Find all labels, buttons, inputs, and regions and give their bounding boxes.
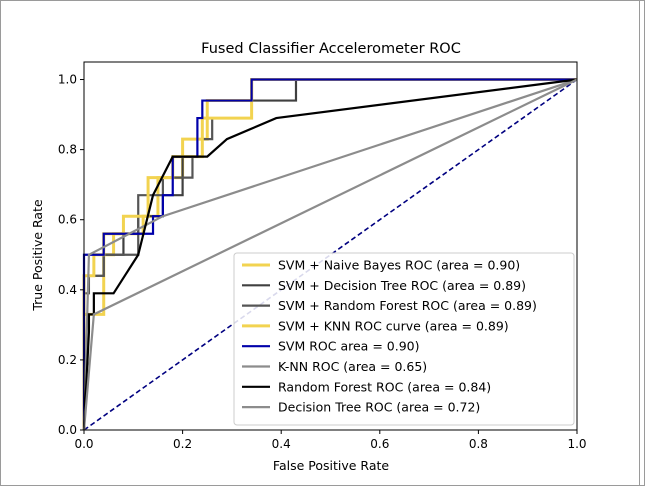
legend-label-6: K-NN ROC (area = 0.65) xyxy=(278,359,427,374)
legend-label-5: SVM ROC area = 0.90) xyxy=(278,339,419,354)
legend: SVM + Naive Bayes ROC (area = 0.90) SVM +… xyxy=(233,252,575,426)
x-axis-label: False Positive Rate xyxy=(273,458,389,473)
y-tick-label: 0.4 xyxy=(58,283,77,297)
plot-area xyxy=(82,61,578,431)
series-line-8 xyxy=(82,78,578,431)
legend-label-8: Decision Tree ROC (area = 0.72) xyxy=(278,400,480,415)
y-tick-label: 0.0 xyxy=(58,423,77,437)
series-line-5 xyxy=(82,78,577,430)
x-tick-label: 0.2 xyxy=(173,437,192,451)
legend-label-1: SVM + Naive Bayes ROC (area = 0.90) xyxy=(278,258,520,273)
series-line-7 xyxy=(82,78,578,431)
legend-box xyxy=(233,252,575,426)
y-tick-label: 1.0 xyxy=(58,73,77,87)
chance-diagonal-line xyxy=(83,78,578,431)
series-layer xyxy=(82,78,578,431)
x-tick-label: 1.0 xyxy=(567,437,586,451)
chart-title: Fused Classifier Accelerometer ROC xyxy=(201,41,461,57)
x-tick-label: 0.8 xyxy=(469,437,488,451)
legend-label-4: SVM + KNN ROC curve (area = 0.89) xyxy=(278,318,509,333)
y-tick-label: 0.8 xyxy=(58,143,77,157)
y-tick-label: 0.6 xyxy=(58,213,77,227)
y-axis: 0.0 0.2 0.4 0.6 0.8 1.0 xyxy=(58,73,84,437)
legend-label-7: Random Forest ROC (area = 0.84) xyxy=(278,379,491,394)
legend-label-2: SVM + Decision Tree ROC (area = 0.89) xyxy=(278,278,526,293)
x-axis: 0.0 0.2 0.4 0.6 0.8 1.0 xyxy=(74,430,587,451)
y-tick-label: 0.2 xyxy=(58,353,77,367)
x-tick-label: 0.4 xyxy=(272,437,291,451)
y-axis-label: True Positive Rate xyxy=(30,199,45,312)
series-line-6 xyxy=(82,78,578,431)
legend-label-3: SVM + Random Forest ROC (area = 0.89) xyxy=(278,298,537,313)
x-tick-label: 0.0 xyxy=(74,437,93,451)
plot-border xyxy=(83,61,578,431)
x-tick-label: 0.6 xyxy=(370,437,389,451)
